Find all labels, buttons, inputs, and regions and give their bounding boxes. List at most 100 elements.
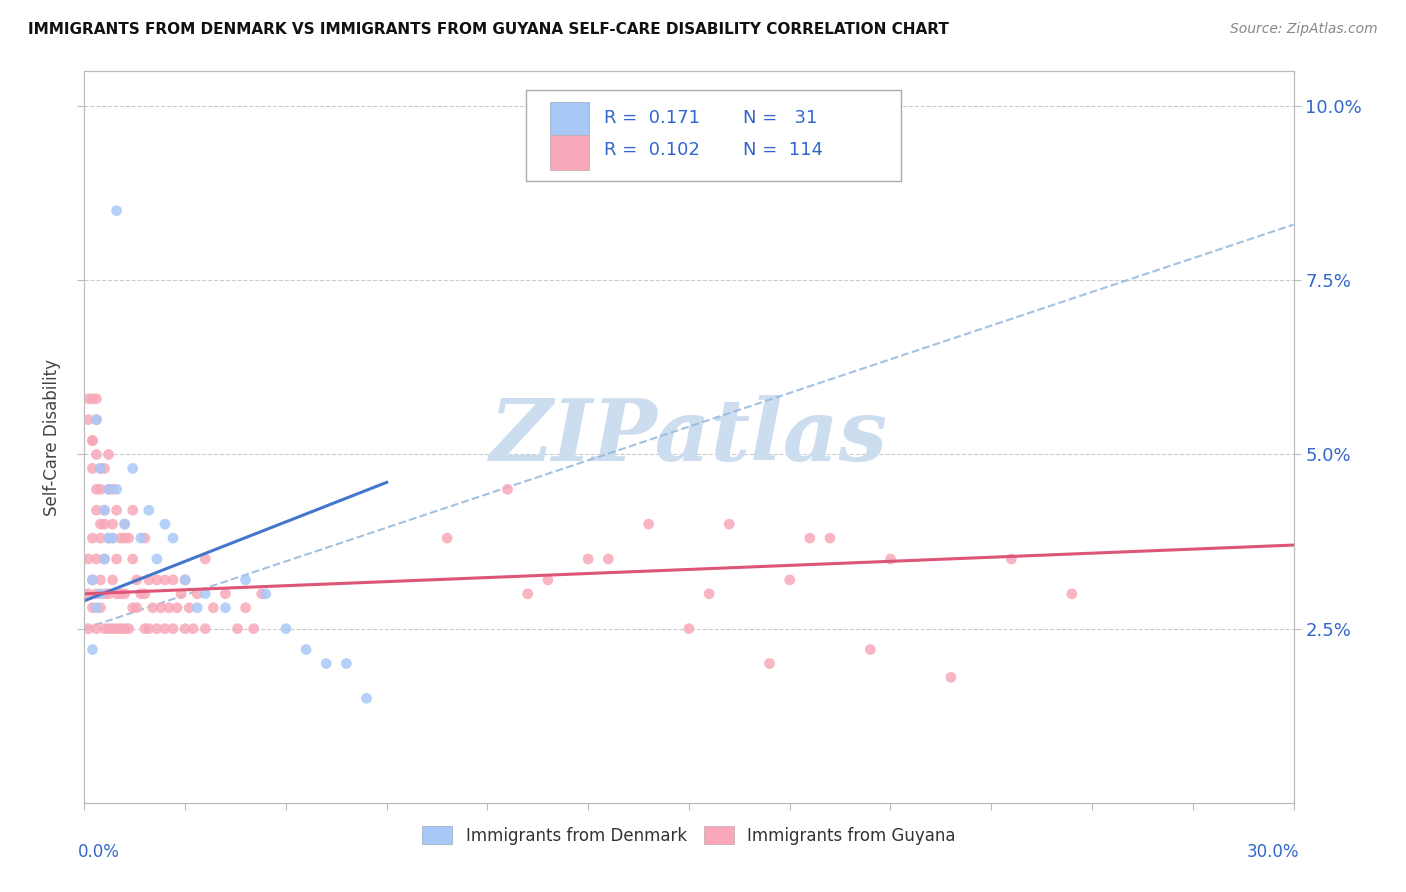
Point [97,531,120,545]
Point [89,483,111,497]
Point [274,622,297,636]
Point [202,600,225,615]
Point [242,622,264,636]
Text: ZIPatlas: ZIPatlas [489,395,889,479]
Point [101,531,124,545]
Point [86,448,108,462]
Text: N =  114: N = 114 [744,141,824,159]
Text: Source: ZipAtlas.com: Source: ZipAtlas.com [1230,22,1378,37]
Point [82,573,104,587]
Point [576,552,599,566]
Point [105,552,128,566]
Point [174,573,197,587]
Point [77,392,100,406]
Point [170,587,193,601]
Point [254,587,277,601]
Point [939,670,962,684]
FancyBboxPatch shape [550,102,589,137]
Point [235,600,257,615]
Point [250,587,273,601]
Point [129,531,152,545]
Point [697,587,720,601]
Point [129,587,152,601]
Point [194,622,217,636]
Point [121,503,143,517]
Point [146,622,169,636]
Point [105,203,128,218]
Point [146,573,169,587]
Point [138,573,160,587]
Point [114,622,136,636]
Point [121,600,143,615]
Point [97,587,120,601]
Point [214,600,236,615]
Point [89,600,111,615]
Point [77,587,100,601]
Point [93,622,115,636]
Point [718,517,741,532]
Point [114,531,136,545]
Point [174,622,197,636]
Point [179,600,201,615]
Point [105,503,128,517]
Point [97,622,120,636]
Point [105,587,128,601]
Point [121,552,143,566]
Point [295,642,318,657]
Point [235,573,257,587]
Point [97,531,120,545]
Point [82,392,104,406]
Point [86,622,108,636]
Point [121,461,143,475]
Point [678,622,700,636]
Point [110,622,132,636]
Point [89,587,111,601]
Point [315,657,337,671]
Point [86,600,108,615]
Point [101,622,124,636]
Point [86,483,108,497]
Text: IMMIGRANTS FROM DENMARK VS IMMIGRANTS FROM GUYANA SELF-CARE DISABILITY CORRELATI: IMMIGRANTS FROM DENMARK VS IMMIGRANTS FR… [28,22,949,37]
Point [86,412,108,426]
Point [93,587,115,601]
Point [174,573,197,587]
Point [779,573,801,587]
Point [125,573,148,587]
Point [110,531,132,545]
Point [93,517,115,532]
Text: 30.0%: 30.0% [1247,843,1299,861]
Point [82,461,104,475]
Point [118,531,141,545]
Point [89,517,111,532]
Point [89,531,111,545]
Point [86,503,108,517]
Point [105,483,128,497]
Point [101,573,124,587]
Point [101,517,124,532]
Point [89,573,111,587]
Point [162,573,184,587]
Point [82,434,104,448]
Point [162,622,184,636]
Point [226,622,249,636]
Legend: Immigrants from Denmark, Immigrants from Guyana: Immigrants from Denmark, Immigrants from… [415,818,963,853]
Point [134,587,156,601]
Y-axis label: Self-Care Disability: Self-Care Disability [44,359,62,516]
Text: 0.0%: 0.0% [79,843,120,861]
Point [82,434,104,448]
Point [149,600,172,615]
Point [89,461,111,475]
Point [436,531,458,545]
Point [125,600,148,615]
Point [162,531,184,545]
Point [93,503,115,517]
Point [134,531,156,545]
Point [97,483,120,497]
Point [110,587,132,601]
Point [637,517,659,532]
Point [77,622,100,636]
Point [86,587,108,601]
Point [758,657,780,671]
Point [356,691,378,706]
Text: N =   31: N = 31 [744,110,818,128]
